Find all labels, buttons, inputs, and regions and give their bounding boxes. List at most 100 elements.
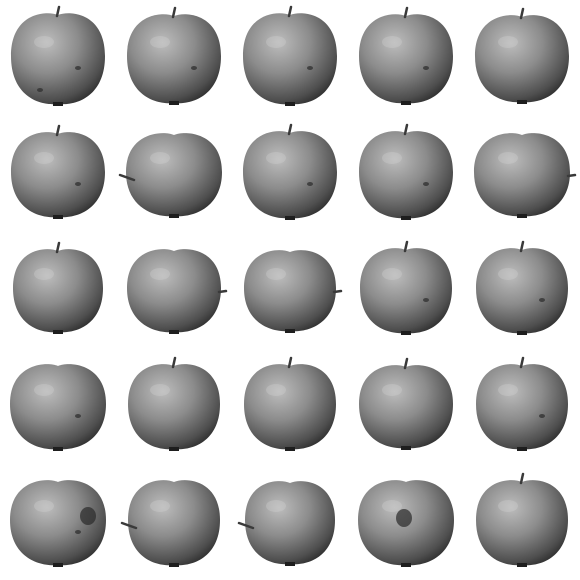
apple-base	[53, 102, 63, 106]
apple-stem	[403, 123, 409, 136]
apple-base	[401, 101, 411, 105]
apple-photo	[116, 232, 232, 348]
apple-stem	[55, 5, 61, 18]
apple-spot	[423, 182, 429, 186]
apple-photo	[348, 232, 464, 348]
apple-calyx	[80, 507, 96, 525]
apple-highlight	[382, 268, 402, 280]
apple-base	[169, 563, 179, 567]
apple-photo	[464, 116, 580, 232]
apple-calyx	[396, 509, 412, 527]
apple-photo	[0, 0, 116, 116]
apple-base	[517, 214, 527, 218]
apple-highlight	[34, 36, 54, 48]
apple-stem	[120, 521, 138, 530]
apple-photo	[0, 348, 116, 464]
apple-stem	[171, 6, 177, 19]
apple-body	[243, 131, 337, 219]
apple-stem	[118, 173, 136, 182]
apple-highlight	[150, 268, 170, 280]
apple-base	[517, 447, 527, 451]
apple-base	[401, 446, 411, 450]
apple-body	[244, 364, 336, 450]
apple-base	[285, 447, 295, 451]
apple-base	[169, 330, 179, 334]
apple-body	[127, 249, 221, 333]
apple-spot	[75, 182, 81, 186]
apple-base	[285, 216, 295, 220]
apple-base	[401, 563, 411, 567]
apple-photo	[232, 348, 348, 464]
apple-spot	[539, 298, 545, 302]
apple-base	[401, 331, 411, 335]
apple-highlight	[498, 384, 518, 396]
apple-highlight	[150, 500, 170, 512]
apple-body	[360, 248, 452, 334]
apple-highlight	[34, 268, 54, 280]
apple-stem	[217, 289, 228, 294]
apple-photo	[116, 464, 232, 580]
apple-base	[53, 563, 63, 567]
apple-body	[128, 364, 220, 450]
apple-photo	[232, 232, 348, 348]
apple-base	[53, 330, 63, 334]
apple-body	[11, 13, 105, 105]
apple-spot	[75, 414, 81, 418]
apple-spot	[75, 66, 81, 70]
apple-stem	[55, 241, 61, 254]
apple-highlight	[34, 384, 54, 396]
apple-photo	[348, 348, 464, 464]
apple-stem	[519, 240, 525, 253]
apple-photo	[116, 348, 232, 464]
apple-photo	[464, 464, 580, 580]
apple-highlight	[150, 36, 170, 48]
apple-spot	[37, 88, 43, 92]
apple-base	[401, 216, 411, 220]
apple-body	[476, 364, 568, 450]
apple-body	[10, 480, 106, 566]
apple-photo	[348, 0, 464, 116]
apple-spot	[423, 298, 429, 302]
apple-body	[10, 364, 106, 450]
apple-stem	[519, 356, 525, 369]
apple-spot	[191, 66, 197, 70]
apple-stem	[403, 357, 409, 370]
apple-stem	[403, 240, 409, 253]
apple-highlight	[266, 268, 286, 280]
apple-highlight	[266, 152, 286, 164]
apple-body	[13, 249, 103, 333]
apple-body	[474, 133, 570, 217]
apple-base	[517, 563, 527, 567]
apple-stem	[171, 356, 177, 369]
apple-highlight	[498, 500, 518, 512]
apple-photo	[232, 0, 348, 116]
apple-photo	[116, 116, 232, 232]
apple-stem	[519, 7, 525, 20]
apple-stem	[566, 173, 577, 178]
apple-photo	[464, 348, 580, 464]
apple-highlight	[266, 36, 286, 48]
apple-body	[475, 15, 569, 103]
apple-highlight	[34, 500, 54, 512]
apple-base	[169, 447, 179, 451]
apple-highlight	[266, 500, 286, 512]
apple-spot	[307, 182, 313, 186]
apple-base	[285, 102, 295, 106]
apple-body	[126, 133, 222, 217]
apple-body	[359, 131, 453, 219]
apple-highlight	[498, 36, 518, 48]
apple-base	[285, 562, 295, 566]
apple-base	[517, 331, 527, 335]
apple-highlight	[382, 500, 402, 512]
apple-body	[476, 248, 568, 334]
apple-stem	[403, 6, 409, 19]
apple-base	[169, 214, 179, 218]
apple-stem	[287, 123, 293, 136]
apple-body	[127, 14, 221, 104]
apple-photo	[232, 464, 348, 580]
apple-highlight	[498, 152, 518, 164]
apple-photo	[0, 464, 116, 580]
apple-stem	[519, 472, 525, 485]
apple-body	[243, 13, 337, 105]
